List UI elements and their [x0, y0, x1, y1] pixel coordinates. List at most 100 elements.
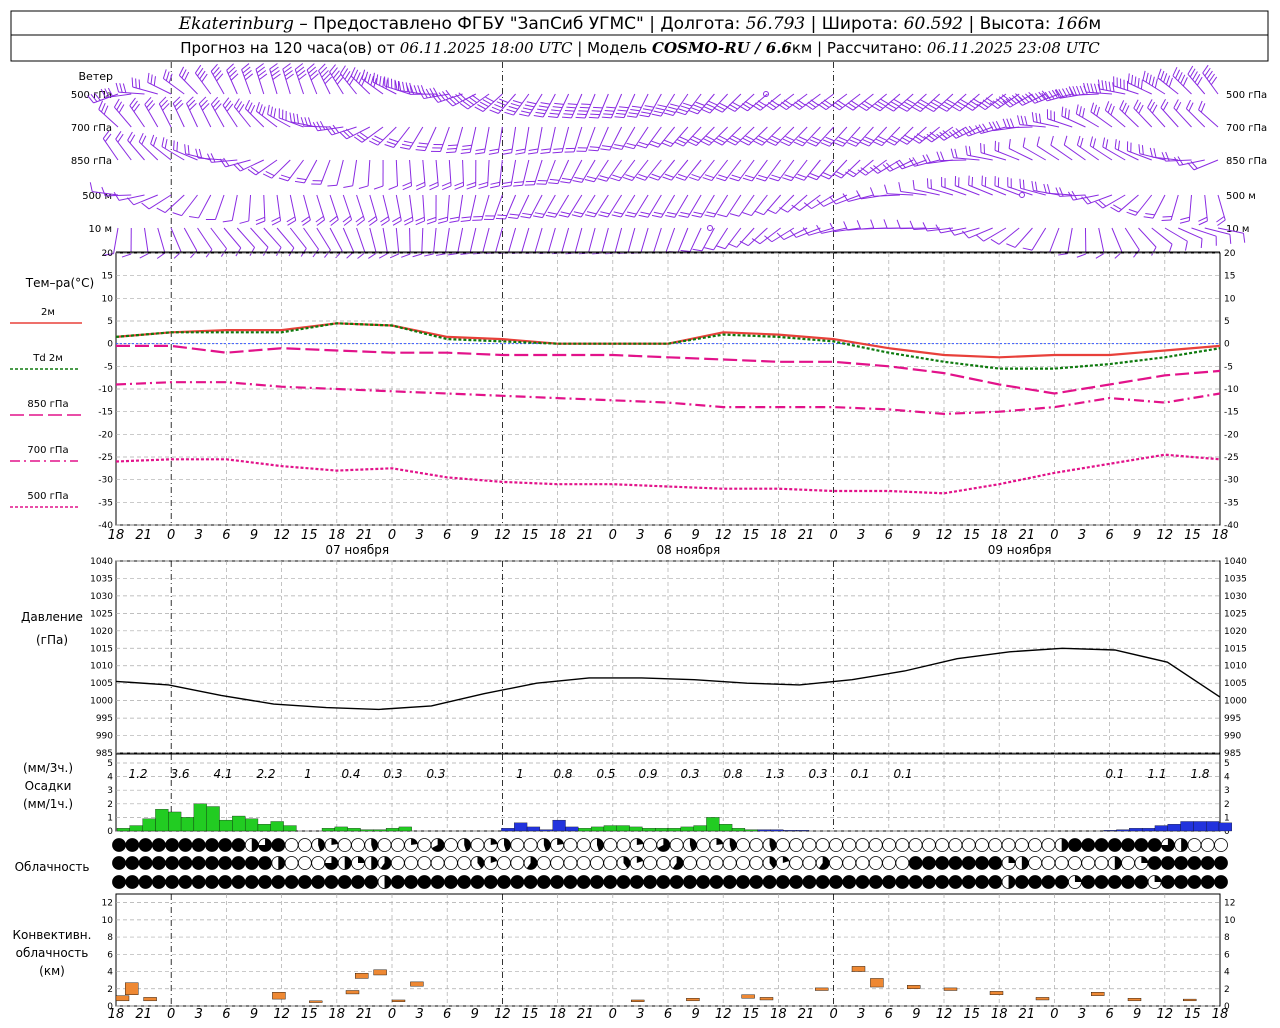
wind-barb [484, 195, 502, 219]
cloud-symbol [989, 876, 1002, 889]
bottom-xtick-label: 12 [494, 1007, 511, 1022]
cloud-symbol [790, 876, 803, 889]
wind-barb-feather [745, 136, 754, 140]
wind-barb-feather [1158, 69, 1161, 78]
wind-barb-feather [1023, 248, 1032, 250]
header-alt-label: | Высота: [963, 14, 1056, 34]
wind-barb [652, 195, 675, 217]
cloud-circle [1068, 857, 1081, 870]
wind-barb-feather [475, 107, 483, 112]
wind-barb-feather [294, 113, 295, 122]
precip-bar [771, 830, 784, 831]
cloud-circle [617, 839, 630, 852]
wind-barb-feather [508, 217, 517, 218]
wind-barb-feather [497, 102, 506, 106]
wind-barb-feather [823, 172, 832, 176]
wind-barb [302, 195, 311, 225]
temp-ytick-right: -5 [1224, 362, 1233, 372]
wind-barb-feather [884, 219, 887, 228]
cloud-symbol [1148, 876, 1161, 889]
wind-barb-staff [641, 228, 648, 253]
wind-barb-staff [396, 160, 397, 186]
wind-barb [1148, 99, 1165, 127]
wind-barb-feather [448, 145, 458, 146]
bottom-xtick-label: 0 [829, 1007, 837, 1022]
wind-barb [248, 160, 277, 175]
precip-bar [130, 826, 143, 831]
wind-barb-staff [568, 195, 582, 217]
wind-barb-feather [462, 145, 471, 146]
wind-barb-feather [1139, 144, 1140, 153]
header-source-lon-label: – Предоставлено ФГБУ "ЗапСиб УГМС" | Дол… [294, 14, 746, 34]
wind-barb-feather [880, 99, 888, 104]
legend-850: 850 гПа [27, 399, 68, 410]
wind-barb-feather [387, 142, 396, 145]
precip-bar [617, 826, 630, 831]
wind-barb-feather [491, 182, 500, 184]
wind-barb-feather [652, 114, 661, 116]
temp-ytick-left: -20 [98, 430, 113, 440]
wind-barb-staff [353, 160, 357, 186]
wind-barb [1191, 228, 1216, 246]
wind-barb-feather [1058, 254, 1067, 255]
wind-barb-staff [458, 228, 463, 254]
bottom-xtick-label: 3 [857, 1007, 865, 1022]
cloud-symbol [1215, 876, 1228, 889]
wind-barb-feather [637, 145, 646, 148]
cloud-full [896, 876, 909, 889]
wind-barb [536, 160, 555, 184]
wind-barb-feather [163, 69, 166, 78]
precip-bar [1155, 826, 1168, 831]
wind-barb-feather [612, 175, 621, 178]
cloud-symbol [604, 876, 617, 889]
temp-xtick-label: 18 [329, 528, 346, 543]
cloud-symbol [1015, 839, 1028, 852]
precip-ytick-right: 3 [1224, 786, 1230, 796]
conv-bar [392, 1000, 405, 1002]
wind-barb-feather [1097, 107, 1100, 116]
wind-barb-staff [624, 94, 635, 118]
cloud-circle [1201, 839, 1214, 852]
wind-barb-feather [182, 69, 186, 78]
cloud-circle [471, 839, 484, 852]
precip-bar [1219, 823, 1232, 831]
wind-barb [669, 228, 688, 252]
wind-barb-feather [740, 141, 749, 145]
wind-barb-feather [101, 103, 105, 112]
wind-barb-feather [777, 233, 784, 240]
bottom-xtick-label: 0 [609, 1007, 617, 1022]
wind-barb [1180, 195, 1191, 223]
wind-barb-feather [603, 114, 613, 115]
cloud-symbol [1055, 857, 1068, 870]
cloud-circle [710, 857, 723, 870]
cloud-symbol [737, 839, 750, 852]
wind-barb-staff [562, 228, 569, 253]
wind-barb-feather [807, 142, 816, 146]
cloud-symbol [511, 857, 524, 870]
wind-barb [211, 97, 224, 127]
bottom-xtick-label: 3 [1078, 1007, 1086, 1022]
wind-barb [1096, 195, 1126, 208]
cloud-symbol [166, 839, 179, 852]
header-lat-label: | Широта: [805, 14, 903, 34]
cloud-symbol [1002, 857, 1015, 870]
wind-barb-feather [598, 215, 607, 217]
cloud-full [723, 876, 736, 889]
wind-barb [283, 64, 294, 94]
wind-barb-feather [393, 221, 401, 226]
wind-barb-feather [581, 104, 591, 105]
wind-barb-feather [317, 122, 321, 130]
cloud-symbol [604, 857, 617, 870]
cloud-full [1215, 857, 1228, 870]
cloud-symbol [843, 839, 856, 852]
wind-barb-staff [619, 160, 635, 181]
cloud-symbol [1175, 857, 1188, 870]
cloud-circle [431, 857, 444, 870]
wind-barb-feather [576, 117, 586, 118]
precip-bar [514, 823, 527, 831]
cloud-symbol [192, 839, 205, 852]
wind-barb [1173, 67, 1192, 94]
wind-barb-feather [1139, 105, 1143, 113]
wind-barb-feather [535, 112, 544, 113]
